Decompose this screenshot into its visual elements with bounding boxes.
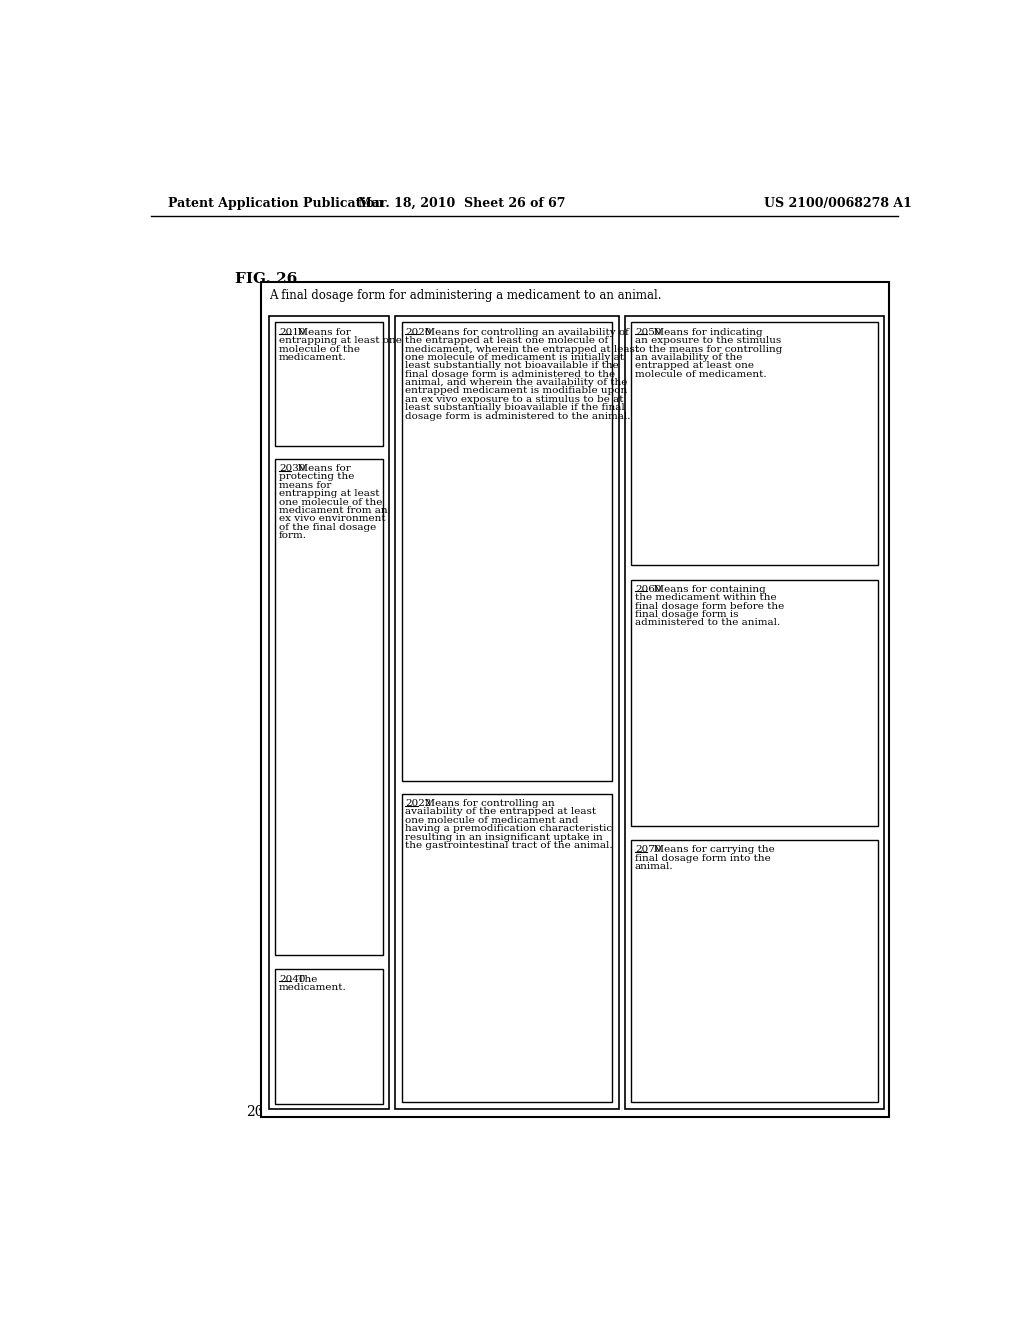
Text: an ex vivo exposure to a stimulus to be at: an ex vivo exposure to a stimulus to be … — [406, 395, 624, 404]
Text: FIG. 26: FIG. 26 — [234, 272, 297, 286]
Text: protecting the: protecting the — [280, 473, 354, 482]
Text: an availability of the: an availability of the — [635, 352, 742, 362]
FancyBboxPatch shape — [401, 322, 612, 780]
Text: 2030: 2030 — [280, 465, 305, 473]
Text: 2020: 2020 — [406, 327, 432, 337]
Text: Means for containing: Means for containing — [647, 585, 766, 594]
Text: medicament.: medicament. — [280, 352, 347, 362]
Text: of the final dosage: of the final dosage — [280, 523, 377, 532]
Text: entrapping at least: entrapping at least — [280, 490, 380, 498]
Text: 2002: 2002 — [246, 1105, 281, 1118]
Text: 2022: 2022 — [406, 799, 432, 808]
Text: entrapping at least one: entrapping at least one — [280, 337, 402, 345]
Text: entrapped medicament is modifiable upon: entrapped medicament is modifiable upon — [406, 387, 628, 396]
Text: Means for: Means for — [291, 465, 351, 473]
Text: one molecule of the: one molecule of the — [280, 498, 383, 507]
Text: availability of the entrapped at least: availability of the entrapped at least — [406, 808, 597, 816]
Text: molecule of the: molecule of the — [280, 345, 360, 354]
Text: US 2100/0068278 A1: US 2100/0068278 A1 — [764, 197, 911, 210]
Text: 2010: 2010 — [280, 327, 305, 337]
FancyBboxPatch shape — [275, 969, 383, 1104]
FancyBboxPatch shape — [395, 317, 618, 1109]
Text: 2070: 2070 — [635, 845, 662, 854]
Text: final dosage form is administered to the: final dosage form is administered to the — [406, 370, 615, 379]
Text: administered to the animal.: administered to the animal. — [635, 619, 780, 627]
Text: dosage form is administered to the animal.: dosage form is administered to the anima… — [406, 412, 631, 421]
Text: an exposure to the stimulus: an exposure to the stimulus — [635, 337, 781, 345]
Text: entrapped at least one: entrapped at least one — [635, 362, 754, 371]
Text: animal, and wherein the availability of the: animal, and wherein the availability of … — [406, 378, 628, 387]
Text: medicament.: medicament. — [280, 983, 347, 991]
Text: resulting in an insignificant uptake in: resulting in an insignificant uptake in — [406, 833, 603, 842]
FancyBboxPatch shape — [261, 281, 889, 1117]
FancyBboxPatch shape — [269, 317, 389, 1109]
Text: Means for: Means for — [291, 327, 351, 337]
Text: the entrapped at least one molecule of: the entrapped at least one molecule of — [406, 337, 608, 345]
Text: form.: form. — [280, 531, 307, 540]
Text: final dosage form before the: final dosage form before the — [635, 602, 784, 611]
Text: one molecule of medicament is initially at: one molecule of medicament is initially … — [406, 352, 625, 362]
Text: 2060: 2060 — [635, 585, 662, 594]
Text: least substantially bioavailable if the final: least substantially bioavailable if the … — [406, 403, 626, 412]
FancyBboxPatch shape — [631, 579, 879, 826]
FancyBboxPatch shape — [275, 322, 383, 446]
Text: 2050: 2050 — [635, 327, 662, 337]
Text: A final dosage form for administering a medicament to an animal.: A final dosage form for administering a … — [269, 289, 662, 302]
Text: least substantially not bioavailable if the: least substantially not bioavailable if … — [406, 362, 620, 371]
Text: medicament, wherein the entrapped at least: medicament, wherein the entrapped at lea… — [406, 345, 640, 354]
Text: Mar. 18, 2010  Sheet 26 of 67: Mar. 18, 2010 Sheet 26 of 67 — [357, 197, 565, 210]
Text: Means for controlling an: Means for controlling an — [418, 799, 554, 808]
FancyBboxPatch shape — [401, 793, 612, 1102]
FancyBboxPatch shape — [631, 840, 879, 1102]
Text: ex vivo environment: ex vivo environment — [280, 515, 386, 523]
Text: the gastrointestinal tract of the animal.: the gastrointestinal tract of the animal… — [406, 841, 613, 850]
Text: to the means for controlling: to the means for controlling — [635, 345, 782, 354]
Text: Patent Application Publication: Patent Application Publication — [168, 197, 384, 210]
Text: Means for carrying the: Means for carrying the — [647, 845, 775, 854]
Text: 2040: 2040 — [280, 974, 305, 983]
Text: final dosage form is: final dosage form is — [635, 610, 738, 619]
Text: medicament from an: medicament from an — [280, 506, 388, 515]
FancyBboxPatch shape — [275, 459, 383, 956]
Text: animal.: animal. — [635, 862, 674, 871]
Text: means for: means for — [280, 480, 332, 490]
Text: the medicament within the: the medicament within the — [635, 594, 776, 602]
Text: molecule of medicament.: molecule of medicament. — [635, 370, 767, 379]
FancyBboxPatch shape — [625, 317, 885, 1109]
Text: having a premodification characteristic: having a premodification characteristic — [406, 824, 612, 833]
FancyBboxPatch shape — [631, 322, 879, 565]
Text: final dosage form into the: final dosage form into the — [635, 854, 771, 862]
Text: Means for indicating: Means for indicating — [647, 327, 763, 337]
Text: one molecule of medicament and: one molecule of medicament and — [406, 816, 579, 825]
Text: Means for controlling an availability of: Means for controlling an availability of — [418, 327, 629, 337]
Text: The: The — [291, 974, 317, 983]
